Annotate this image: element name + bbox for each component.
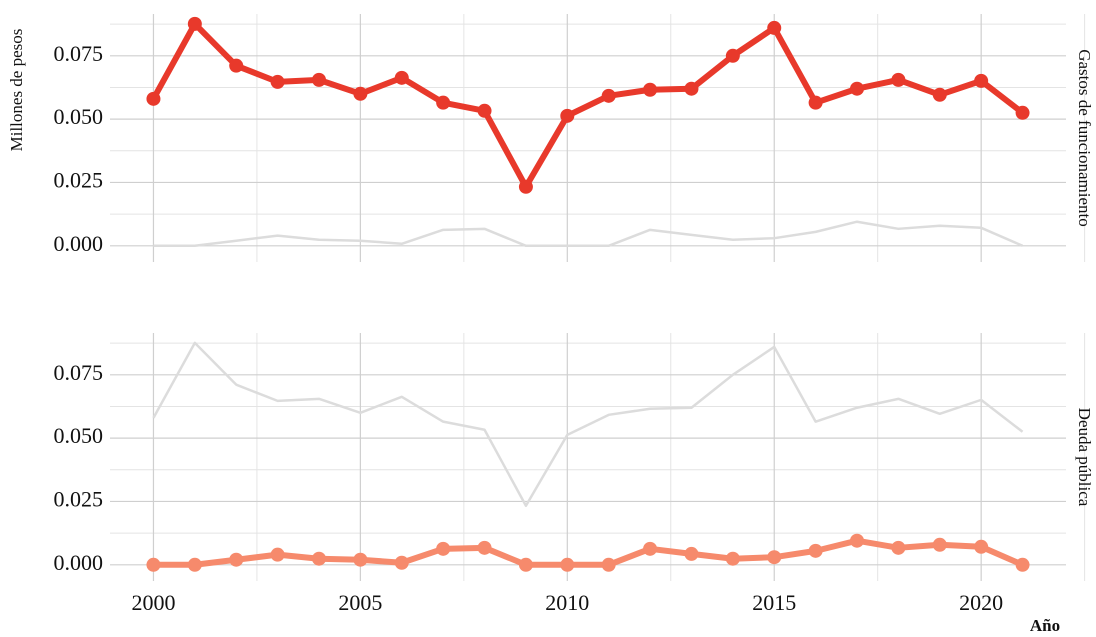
point <box>270 74 285 89</box>
point <box>394 70 409 85</box>
point <box>560 108 575 123</box>
y-axis-label: Millones de pesos <box>7 29 26 152</box>
y-tick-label: 0.000 <box>54 550 104 575</box>
point <box>891 540 906 555</box>
point <box>725 48 740 63</box>
series-line <box>153 537 1024 568</box>
point <box>394 555 409 570</box>
point <box>850 533 865 548</box>
point <box>601 557 616 572</box>
point <box>974 73 989 88</box>
point <box>932 537 947 552</box>
point <box>643 82 658 97</box>
y-tick-label: 0.025 <box>54 168 104 193</box>
point <box>270 547 285 562</box>
point <box>229 552 244 567</box>
x-tick-label: 2015 <box>752 590 796 615</box>
context-line <box>152 341 1024 508</box>
point <box>684 546 699 561</box>
point <box>518 179 533 194</box>
point <box>1015 105 1030 120</box>
point <box>229 58 244 73</box>
context-line <box>153 220 1024 248</box>
y-tick-label: 0.075 <box>54 360 104 385</box>
y-tick-label: 0.025 <box>54 487 104 512</box>
facet-label: Gastos de funcionamiento <box>1075 49 1094 227</box>
point <box>684 81 699 96</box>
point <box>353 552 368 567</box>
point <box>643 541 658 556</box>
point <box>477 540 492 555</box>
point <box>477 103 492 118</box>
point <box>311 72 326 87</box>
y-tick-label: 0.050 <box>54 423 104 448</box>
point <box>311 551 326 566</box>
point <box>932 87 947 102</box>
point <box>767 550 782 565</box>
point <box>353 86 368 101</box>
point <box>518 557 533 572</box>
point <box>891 72 906 87</box>
point <box>850 81 865 96</box>
x-tick-label: 2020 <box>959 590 1003 615</box>
point <box>725 551 740 566</box>
point <box>187 557 202 572</box>
x-tick-label: 2000 <box>131 590 175 615</box>
facet-label: Deuda pública <box>1075 408 1094 507</box>
x-tick-label: 2005 <box>338 590 382 615</box>
point <box>808 95 823 110</box>
point <box>767 20 782 35</box>
y-tick-label: 0.000 <box>54 231 104 256</box>
x-tick-label: 2010 <box>545 590 589 615</box>
point <box>436 95 451 110</box>
point <box>808 543 823 558</box>
point <box>560 557 575 572</box>
series-line <box>150 20 1025 190</box>
x-axis-label: Año <box>1030 616 1060 635</box>
point <box>1015 557 1030 572</box>
point <box>187 16 202 31</box>
point <box>146 91 161 106</box>
point <box>146 557 161 572</box>
y-tick-label: 0.050 <box>54 104 104 129</box>
y-tick-label: 0.075 <box>54 41 104 66</box>
point <box>974 539 989 554</box>
point <box>601 88 616 103</box>
point <box>436 541 451 556</box>
